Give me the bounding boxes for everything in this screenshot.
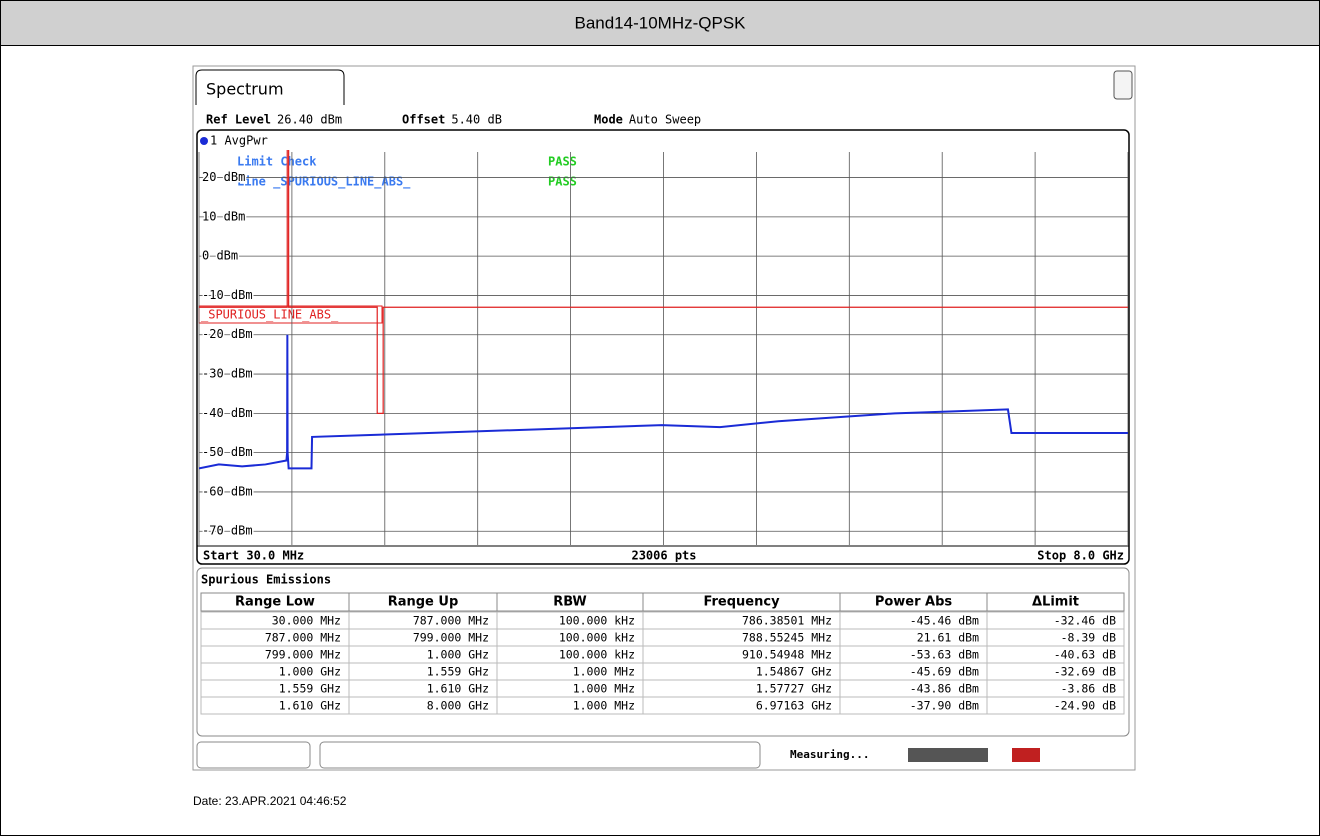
trace — [199, 334, 1128, 470]
y-tick-label: -50 dBm — [202, 445, 253, 459]
menu-icon[interactable] — [1113, 70, 1133, 100]
cell-text: 100.000 kHz — [559, 631, 635, 645]
plot-frame — [196, 129, 1130, 565]
status-box[interactable] — [196, 741, 311, 769]
limit-check-result: PASS — [548, 155, 577, 169]
cell-text: 30.000 MHz — [272, 614, 341, 628]
cell-text: 799.000 MHz — [413, 631, 489, 645]
setting-value: 26.40 dBm — [277, 113, 342, 127]
cell-text: -45.69 dBm — [910, 665, 979, 679]
cell-text: -8.39 dB — [1061, 631, 1116, 645]
date: Date: 23.APR.2021 04:46:52 — [193, 794, 347, 808]
tab[interactable] — [195, 69, 345, 105]
table-title: Spurious Emissions — [201, 573, 331, 587]
cell-text: 1.57727 GHz — [756, 682, 832, 696]
cell-text: 100.000 kHz — [559, 648, 635, 662]
cell-text: 1.000 MHz — [573, 682, 635, 696]
y-tick-label: -10 dBm — [202, 288, 253, 302]
progress — [908, 748, 988, 762]
cell-text: -3.86 dB — [1061, 682, 1116, 696]
cell-text: 8.000 GHz — [427, 699, 489, 713]
cell-text: 1.000 MHz — [573, 665, 635, 679]
points: 23006 pts — [631, 549, 696, 563]
cell-text: -24.90 dB — [1054, 699, 1116, 713]
cell-text: 1.559 GHz — [279, 682, 341, 696]
cell-text: 787.000 MHz — [413, 614, 489, 628]
limit-line-result: PASS — [548, 175, 577, 189]
cell-text: 799.000 MHz — [265, 648, 341, 662]
column-header: Frequency — [703, 595, 780, 610]
cell-text: 1.000 GHz — [427, 648, 489, 662]
cell-text: 788.55245 MHz — [742, 631, 832, 645]
cell-text: 1.000 GHz — [279, 665, 341, 679]
cell-text: 1.54867 GHz — [756, 665, 832, 679]
cell-text: 1.559 GHz — [427, 665, 489, 679]
cell-text: -32.69 dB — [1054, 665, 1116, 679]
limit-check-label: Limit Check — [237, 155, 317, 169]
column-header: Range Up — [388, 595, 459, 610]
cell-text: 787.000 MHz — [265, 631, 341, 645]
cell-text: -32.46 dB — [1054, 614, 1116, 628]
column-header: RBW — [553, 595, 587, 610]
cell — [986, 696, 1125, 715]
cell-text: 1.000 MHz — [573, 699, 635, 713]
status: Measuring... — [790, 748, 869, 761]
cell-text: 21.61 dBm — [917, 631, 979, 645]
cell-text: 1.610 GHz — [279, 699, 341, 713]
cell-text: -45.46 dBm — [910, 614, 979, 628]
trace-label: 1 AvgPwr — [210, 134, 268, 148]
cell-text: 6.97163 GHz — [756, 699, 832, 713]
limit-name: _SPURIOUS_LINE_ABS_ — [201, 308, 339, 322]
column-header: Range Low — [235, 595, 315, 610]
limit-line-label: Line _SPURIOUS_LINE_ABS_ — [237, 175, 411, 190]
y-tick-label: -40 dBm — [202, 406, 253, 420]
setting-value: Auto Sweep — [629, 113, 701, 127]
setting-label: Ref Level — [206, 113, 271, 127]
tab-label[interactable]: Spectrum — [206, 80, 284, 99]
cell-text: -37.90 dBm — [910, 699, 979, 713]
header-cell — [986, 592, 1125, 612]
cell-text: 1.610 GHz — [427, 682, 489, 696]
y-tick-label: -70 dBm — [202, 524, 253, 538]
status-box[interactable] — [319, 741, 761, 769]
trace-dot — [200, 137, 208, 145]
cell-text: 786.38501 MHz — [742, 614, 832, 628]
header-title: Band14-10MHz-QPSK — [574, 13, 746, 32]
y-tick-label: -20 dBm — [202, 327, 253, 341]
cell-text: 100.000 kHz — [559, 614, 635, 628]
setting-value: 5.40 dB — [451, 113, 502, 127]
limit-line — [199, 150, 1128, 414]
y-tick-label: -30 dBm — [202, 367, 253, 381]
y-tick-label: 0 dBm — [202, 249, 238, 263]
column-header: Power Abs — [875, 595, 953, 610]
column-header: ΔLimit — [1032, 595, 1079, 610]
cell-text: 910.54948 MHz — [742, 648, 832, 662]
stop-freq: Stop 8.0 GHz — [1037, 549, 1124, 563]
cell-text: -43.86 dBm — [910, 682, 979, 696]
y-tick-label: 20 dBm — [202, 170, 245, 184]
setting-label: Mode — [594, 113, 623, 127]
start-freq: Start 30.0 MHz — [203, 549, 304, 563]
indicator — [1012, 748, 1040, 762]
y-tick-label: -60 dBm — [202, 484, 253, 498]
cell-text: -53.63 dBm — [910, 648, 979, 662]
cell-text: -40.63 dB — [1054, 648, 1116, 662]
setting-label: Offset — [402, 113, 445, 127]
header-band — [0, 0, 1320, 46]
y-tick-label: 10 dBm — [202, 209, 245, 223]
